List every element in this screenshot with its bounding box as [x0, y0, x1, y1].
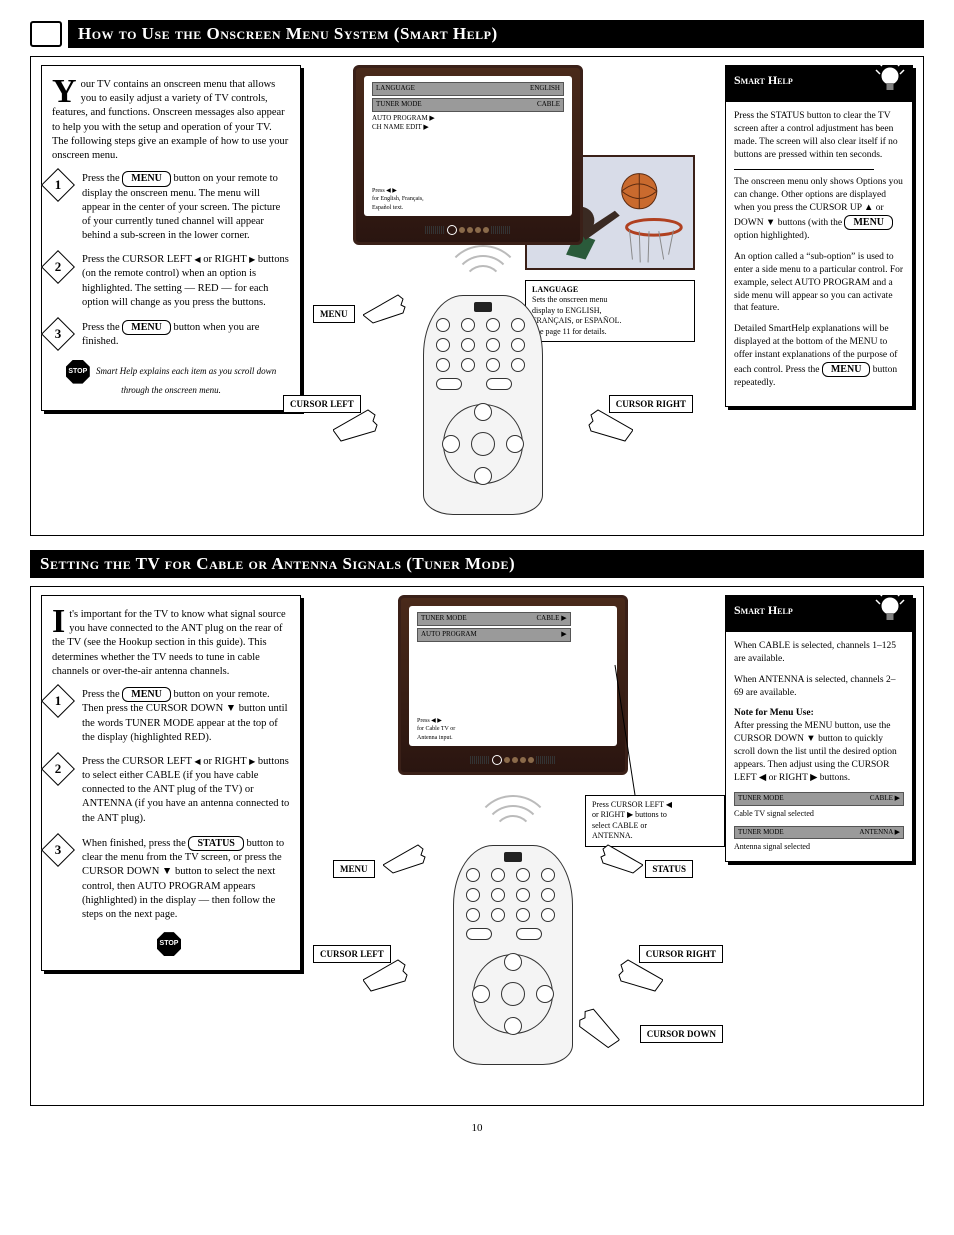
intro-b: It's important for the TV to know what s…	[52, 608, 290, 679]
page-corner-icon	[30, 21, 62, 47]
remote-scene-a: MENU CURSOR LEFT CURSOR RIGHT	[343, 255, 623, 505]
tv-frame: LANGUAGEENGLISH TUNER MODECABLE AUTO PRO…	[353, 65, 583, 245]
tip-text: Detailed SmartHelp explanations will be …	[734, 323, 904, 390]
step-number-icon: 1	[41, 684, 75, 718]
step-number-icon: 2	[41, 250, 75, 284]
step-number-icon: 3	[41, 317, 75, 351]
tip-text: When CABLE is selected, channels 1–125 a…	[734, 640, 904, 666]
menu-button-label: MENU	[122, 171, 171, 187]
remote-label-cursor-right: CURSOR RIGHT	[639, 945, 723, 963]
smart-help-hint: Press ◀ ▶ for English, Français, Español…	[372, 187, 424, 212]
steps-footer-a: STOP Smart Help explains each item as yo…	[52, 360, 290, 396]
remote-scene-b: MENU STATUS CURSOR LEFT CURSOR RIGHT CUR…	[373, 805, 653, 1055]
tip-text: When ANTENNA is selected, channels 2–69 …	[734, 674, 904, 700]
onscreen-menu-row: TUNER MODECABLE	[372, 98, 564, 112]
tip-text: Press the STATUS button to clear the TV …	[734, 110, 904, 161]
tv-screen: LANGUAGEENGLISH TUNER MODECABLE AUTO PRO…	[364, 76, 572, 216]
step-a3: 3 Press the MENU button when you are fin…	[52, 320, 290, 350]
tip-text: Note for Menu Use:After pressing the MEN…	[734, 707, 904, 784]
remote-navpad	[443, 404, 523, 484]
remote-label-cursor-left: CURSOR LEFT	[313, 945, 391, 963]
step-a2: 2 Press the CURSOR LEFT or RIGHT buttons…	[52, 253, 290, 310]
page-number: 10	[30, 1122, 924, 1134]
header-bar-a: How to Use the Onscreen Menu System (Sma…	[30, 20, 924, 48]
stop-footer-b: STOP	[52, 932, 290, 956]
menu-button-label: MENU	[122, 687, 171, 703]
status-button-label: STATUS	[188, 836, 243, 852]
remote-label-cursor-right: CURSOR RIGHT	[609, 395, 693, 413]
step-number-icon: 1	[41, 168, 75, 202]
tip-header: Smart Help	[726, 66, 912, 102]
step-a1: 1 Press the MENU button on your remote t…	[52, 171, 290, 243]
section-a-title: How to Use the Onscreen Menu System (Sma…	[68, 20, 924, 48]
section-a-frame: Your TV contains an onscreen menu that a…	[30, 56, 924, 536]
tip-header: Smart Help	[726, 596, 912, 632]
menu-button-label: MENU	[122, 320, 171, 336]
callout-leader-line	[525, 655, 645, 805]
onscreen-menu-row: AUTO PROGRAM▶	[417, 628, 571, 642]
illustration-a: LANGUAGEENGLISH TUNER MODECABLE AUTO PRO…	[311, 65, 715, 505]
step-b1: 1 Press the MENU button on your remote. …	[52, 687, 290, 745]
remote-illustration	[453, 845, 573, 1065]
remote-label-cursor-down: CURSOR DOWN	[640, 1025, 723, 1043]
onscreen-menu-text: AUTO PROGRAM ▶	[372, 114, 564, 124]
remote-illustration	[423, 295, 543, 515]
mini-menu-cable: TUNER MODE CABLE ▶ Cable TV signal selec…	[734, 792, 904, 819]
tip-card-a: Smart Help Press the STATUS button to cl…	[725, 65, 913, 407]
section-b-title: Setting the TV for Cable or Antenna Sign…	[30, 550, 924, 578]
step-number-icon: 3	[41, 833, 75, 867]
onscreen-menu-row: LANGUAGEENGLISH	[372, 82, 564, 96]
remote-label-cursor-left: CURSOR LEFT	[283, 395, 361, 413]
tip-text: The onscreen menu only shows Options you…	[734, 176, 904, 243]
divider	[734, 169, 874, 170]
remote-label-menu: MENU	[313, 305, 355, 323]
tv-front-controls	[364, 220, 572, 240]
tip-text: An option called a “sub-option” is used …	[734, 251, 904, 315]
stop-icon: STOP	[66, 360, 90, 384]
section-b-frame: It's important for the TV to know what s…	[30, 586, 924, 1106]
stop-icon: STOP	[157, 932, 181, 956]
step-number-icon: 2	[41, 752, 75, 786]
illustration-b: TUNER MODECABLE ▶ AUTO PROGRAM▶ Press ◀ …	[311, 595, 715, 1055]
step-b2: 2 Press the CURSOR LEFT or RIGHT buttons…	[52, 755, 290, 826]
onscreen-menu-text: CH NAME EDIT ▶	[372, 123, 564, 133]
step-b3: 3 When finished, press the STATUS button…	[52, 836, 290, 922]
lightbulb-icon	[874, 588, 906, 632]
smart-help-hint: Press ◀ ▶ for Cable TV or Antenna input.	[417, 717, 455, 742]
onscreen-menu-row: TUNER MODECABLE ▶	[417, 612, 571, 626]
steps-card-a: Your TV contains an onscreen menu that a…	[41, 65, 301, 411]
remote-label-status: STATUS	[645, 860, 693, 878]
mini-menu-antenna: TUNER MODE ANTENNA ▶ Antenna signal sele…	[734, 826, 904, 853]
intro-a: Your TV contains an onscreen menu that a…	[52, 78, 290, 163]
remote-navpad	[473, 954, 553, 1034]
lightbulb-icon	[874, 58, 906, 102]
steps-card-b: It's important for the TV to know what s…	[41, 595, 301, 971]
tip-card-b: Smart Help When CABLE is selected, chann…	[725, 595, 913, 862]
remote-label-menu: MENU	[333, 860, 375, 878]
